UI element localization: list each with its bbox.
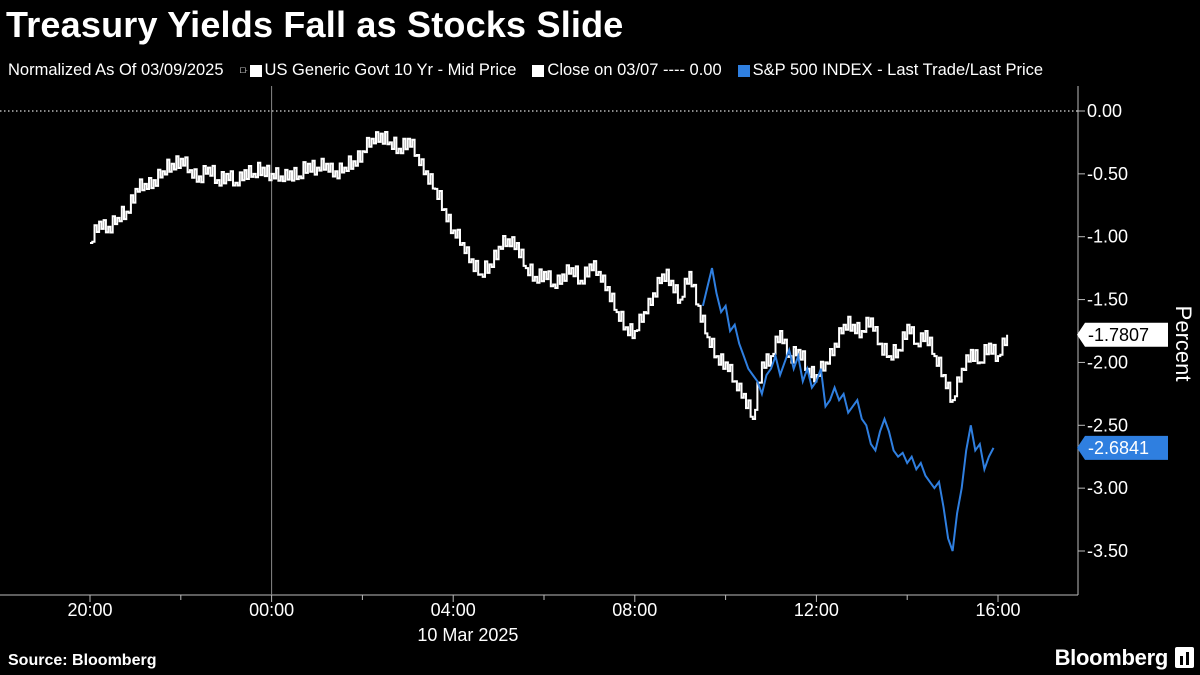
legend-normalized: Normalized As Of 03/09/2025 xyxy=(8,61,224,80)
last-value-label-0: -1.7807 xyxy=(1088,325,1149,345)
legend-item-close: Close on 03/07 ---- 0.00 xyxy=(532,61,722,80)
legend-swatch-close xyxy=(532,64,545,77)
x-date-label: 10 Mar 2025 xyxy=(417,625,518,642)
y-tick-label: -1.50 xyxy=(1087,290,1128,310)
chart-axes: 0.00 -0.50 -1.00 -1.50 -2.00 -2.50 -3.00 -3.50 P… xyxy=(0,86,1196,642)
y-tick-label: -2.00 xyxy=(1087,352,1128,372)
line-chart: 0.00 -0.50 -1.00 -1.50 -2.00 -2.50 -3.00 -3.50 P… xyxy=(0,86,1196,642)
legend-item-spx: S&P 500 INDEX - Last Trade/Last Price xyxy=(737,61,1044,80)
brand-logo: Bloomberg xyxy=(1054,645,1169,670)
y-tick-label: 0.00 xyxy=(1087,101,1122,121)
legend-label-spx: S&P 500 INDEX - Last Trade/Last Price xyxy=(752,61,1044,79)
legend-swatch-us10y xyxy=(249,64,262,77)
chart-value-labels: -1.7807 -2.6841 xyxy=(1077,322,1168,460)
bloomberg-icon xyxy=(1175,647,1194,668)
legend-normalized-label: Normalized As Of 03/09/2025 xyxy=(8,61,224,79)
y-tick-label: -2.50 xyxy=(1087,415,1128,435)
chart-legend: Normalized As Of 03/09/2025 ⟥ US Generic… xyxy=(8,61,1059,80)
legend-item-us10y: ⟥ US Generic Govt 10 Yr - Mid Price xyxy=(240,61,517,80)
legend-label-us10y: US Generic Govt 10 Yr - Mid Price xyxy=(264,61,517,79)
series-marker-icon: ⟥ xyxy=(239,64,248,76)
y-tick-label: -3.50 xyxy=(1087,541,1128,561)
y-tick-label: -1.00 xyxy=(1087,227,1128,247)
x-tick-label: 12:00 xyxy=(794,600,839,620)
x-tick-label: 16:00 xyxy=(975,600,1020,620)
chart-series xyxy=(90,131,1009,552)
y-tick-label: -3.00 xyxy=(1087,478,1128,498)
last-value-tag-0 xyxy=(1077,322,1168,347)
y-tick-label: -0.50 xyxy=(1087,164,1128,184)
last-value-label-1: -2.6841 xyxy=(1088,438,1149,458)
x-tick-label: 04:00 xyxy=(431,600,476,620)
chart-title: Treasury Yields Fall as Stocks Slide xyxy=(6,4,624,45)
series-line-1 xyxy=(701,267,995,552)
x-tick-label: 20:00 xyxy=(67,600,112,620)
x-tick-label: 00:00 xyxy=(249,600,294,620)
y-axis-title: Percent xyxy=(1171,306,1196,382)
x-tick-label: 08:00 xyxy=(612,600,657,620)
last-value-tag-1 xyxy=(1077,435,1168,460)
source-note: Source: Bloomberg xyxy=(8,652,157,669)
series-line-0 xyxy=(90,131,1009,420)
legend-swatch-spx xyxy=(737,64,750,77)
legend-label-close: Close on 03/07 ---- 0.00 xyxy=(547,61,722,79)
